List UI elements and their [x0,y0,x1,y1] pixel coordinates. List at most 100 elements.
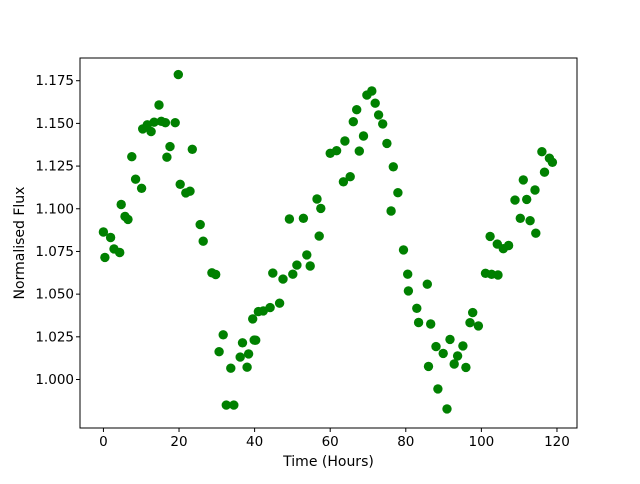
scatter-point [298,213,309,223]
scatter-point [340,136,350,146]
scatter-point [503,240,514,251]
scatter-point [525,216,535,226]
scatter-point [473,321,484,331]
scatter-point [195,219,205,230]
scatter-point [116,199,126,210]
x-axis-ticks: 0 20 40 60 80 100 120 [99,428,570,450]
scatter-point [237,338,248,348]
scatter-point [302,250,312,260]
scatter-point [518,175,528,185]
y-tick-label: 1.100 [35,201,74,217]
scatter-point [345,172,355,182]
scatter-point [547,157,558,167]
scatter-point [127,152,137,162]
scatter-point [312,194,322,204]
scatter-point [352,105,362,115]
scatter-point [160,118,171,128]
x-tick-label: 20 [170,434,187,450]
scatter-point [211,269,221,280]
scatter-point [100,252,110,263]
scatter-point [510,195,520,205]
scatter-point [278,274,288,284]
scatter-point [185,186,195,196]
scatter-point [338,177,349,187]
y-tick-label: 1.075 [35,244,74,260]
scatter-point [198,236,208,246]
scatter-point [229,400,239,410]
scatter-point [438,348,448,359]
scatter-point [235,352,245,362]
x-tick-label: 80 [397,434,414,450]
scatter-point [423,361,434,372]
scatter-point [515,213,525,223]
scatter-point [458,341,468,351]
scatter-point [331,146,342,156]
scatter-point [530,185,540,195]
scatter-point [146,126,156,137]
scatter-point [123,214,133,225]
scatter-point [367,86,377,96]
scatter-point [265,302,275,313]
scatter-point [539,167,550,177]
y-axis-ticks: 1.000 1.025 1.050 1.075 1.100 1.125 1.150 1.175 [35,73,80,388]
scatter-point [251,335,261,345]
y-axis-label: Normalised Flux [12,187,28,300]
y-tick-label: 1.000 [35,372,74,388]
scatter-point [468,307,478,318]
y-tick-label: 1.150 [35,116,74,132]
scatter-point [449,359,459,369]
scatter-point [433,384,443,394]
scatter-point [393,188,403,198]
y-tick-label: 1.125 [35,159,74,175]
scatter-point [288,269,298,279]
scatter-point [386,206,396,216]
scatter-point [531,228,541,238]
scatter-point [348,117,358,127]
scatter-point [431,341,441,352]
scatter-point [130,174,141,184]
scatter-point [115,247,125,258]
scatter-point [243,349,254,359]
scatter-point [221,400,231,410]
scatter-point [378,119,388,129]
scatter-point [154,100,164,110]
scatter-point [314,231,324,241]
scatter-point [403,286,414,296]
scatter-point [426,319,436,329]
scatter-point [98,227,109,237]
scatter-point [165,141,175,152]
scatter-point [354,146,364,156]
scatter-point [537,147,547,157]
x-axis-label: Time (Hours) [282,454,374,470]
scatter-point [173,69,183,80]
scatter-point [214,347,224,357]
scatter-point [218,330,228,340]
scatter-point [175,179,185,189]
scatter-points-layer [98,69,558,414]
scatter-point [422,279,432,289]
scatter-point [465,318,475,328]
scatter-point [388,162,398,172]
x-tick-label: 60 [322,434,339,450]
scatter-point [442,404,452,414]
scatter-point [413,317,424,328]
scatter-point [445,334,455,345]
scatter-point [136,183,147,193]
scatter-point [370,98,380,108]
scatter-point [105,232,116,243]
plot-area [79,57,578,429]
y-tick-label: 1.025 [35,329,74,345]
scatter-point [403,269,413,279]
scatter-point [162,152,172,162]
scatter-point [373,110,384,120]
scatter-point [187,144,197,154]
x-tick-label: 120 [544,434,570,450]
scatter-point [248,314,258,324]
y-tick-label: 1.175 [35,73,74,89]
scatter-point [268,268,278,278]
scatter-point [292,260,302,270]
scatter-point [149,117,159,127]
x-tick-label: 0 [99,434,108,450]
